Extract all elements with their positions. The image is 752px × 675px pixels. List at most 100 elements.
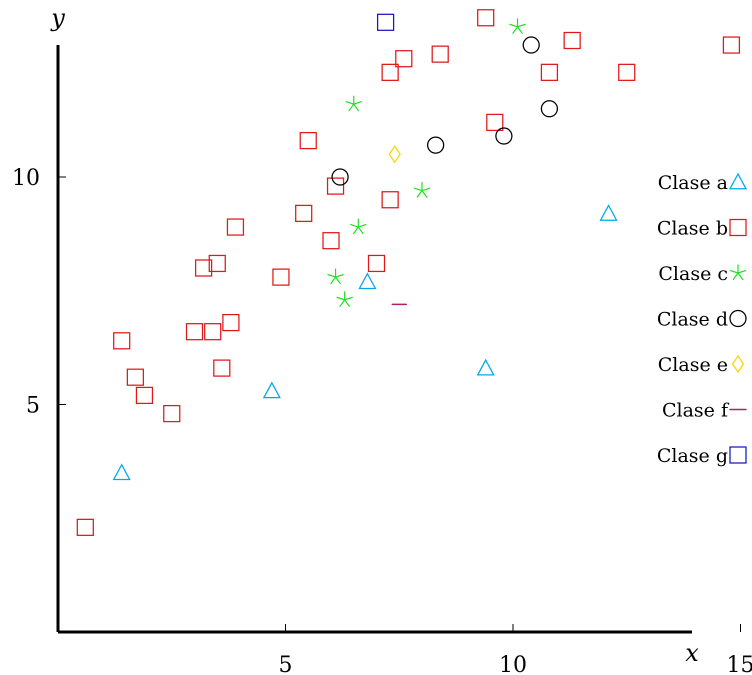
star-ray [352, 226, 359, 235]
star-ray [413, 187, 423, 192]
data-point [213, 359, 231, 377]
y-tick-label: 10 [12, 166, 40, 191]
data-point [208, 254, 226, 273]
legend-label: Clase a [658, 172, 728, 194]
data-point [540, 100, 559, 118]
legend-marker [728, 172, 748, 190]
x-tick-label: 15 [727, 653, 752, 675]
data-point [204, 323, 222, 341]
series-clase-d [331, 36, 559, 186]
data-point [486, 113, 504, 132]
data-point [194, 259, 213, 277]
data-point [427, 136, 445, 154]
series-clase-e [388, 145, 401, 164]
data-point [295, 204, 313, 223]
data-point [358, 272, 377, 290]
series-clase-a [112, 204, 618, 481]
data-point [381, 63, 399, 81]
data-point [163, 404, 181, 423]
data-point [381, 191, 399, 209]
axes: 510152025510152025xy [12, 4, 752, 675]
legend: Clase a Clase b Clase c Clase d Clase e Clase… [657, 172, 748, 467]
data-point [76, 518, 94, 536]
data-point [563, 31, 581, 50]
star-ray [353, 101, 362, 105]
data-point [618, 63, 636, 81]
data-point [336, 291, 353, 307]
data-point [262, 381, 281, 399]
legend-label: Clase e [658, 354, 728, 376]
star-ray [516, 26, 523, 34]
data-point [722, 36, 741, 54]
star-ray [350, 223, 359, 228]
data-point [327, 268, 344, 285]
legend-marker [729, 264, 747, 281]
legend-marker [729, 309, 747, 328]
star-ray [737, 269, 747, 274]
data-point [135, 386, 154, 405]
data-point [226, 218, 245, 236]
star-ray [345, 101, 355, 105]
data-point [126, 368, 144, 386]
plot-area [76, 9, 741, 536]
star-ray [327, 274, 337, 278]
star-ray [336, 296, 346, 301]
x-tick-label: 5 [279, 653, 293, 675]
star-ray [416, 190, 423, 198]
data-point [185, 323, 204, 341]
data-point [322, 232, 340, 250]
data-point [376, 13, 395, 31]
series-clase-c [327, 18, 526, 307]
y-axis-label: y [50, 4, 65, 32]
legend-label: Clase f [662, 400, 730, 422]
star-ray [334, 276, 341, 285]
data-point [272, 268, 290, 286]
star-ray [729, 269, 739, 274]
data-point [477, 9, 495, 27]
data-point [222, 313, 240, 332]
star-ray [334, 274, 344, 278]
star-ray [512, 26, 519, 34]
legend-label: Clase c [658, 263, 728, 285]
star-ray [344, 296, 353, 301]
data-point [326, 177, 345, 195]
star-ray [353, 103, 360, 112]
star-ray [348, 103, 355, 112]
legend-marker [731, 354, 745, 374]
legend-marker [729, 218, 747, 237]
data-point [350, 218, 367, 235]
series-clase-g [376, 13, 395, 31]
series-clase-b [76, 9, 741, 536]
data-point [112, 463, 131, 481]
star-ray [344, 299, 350, 307]
data-point [495, 127, 513, 145]
star-ray [421, 187, 431, 192]
star-ray [732, 272, 739, 281]
star-ray [357, 226, 364, 235]
data-point [476, 358, 495, 376]
data-point [431, 45, 449, 63]
data-point [540, 63, 559, 81]
star-ray [339, 299, 346, 307]
data-point [367, 254, 386, 273]
x-tick-label: 10 [499, 653, 527, 675]
star-ray [357, 223, 367, 228]
y-tick-label: 5 [26, 394, 40, 419]
data-point [522, 36, 540, 54]
legend-label: Clase b [657, 218, 728, 240]
data-point [599, 204, 618, 221]
data-point [113, 332, 131, 350]
data-point [331, 168, 349, 186]
legend-marker [729, 446, 747, 464]
star-ray [330, 276, 337, 285]
data-point [395, 50, 413, 68]
legend-label: Clase g [657, 445, 728, 467]
series-clase-f [391, 303, 407, 306]
data-point [509, 18, 526, 34]
data-point [413, 182, 431, 198]
data-point [388, 145, 401, 164]
data-point [299, 131, 317, 150]
star-ray [516, 23, 526, 28]
legend-label: Clase d [657, 309, 728, 331]
